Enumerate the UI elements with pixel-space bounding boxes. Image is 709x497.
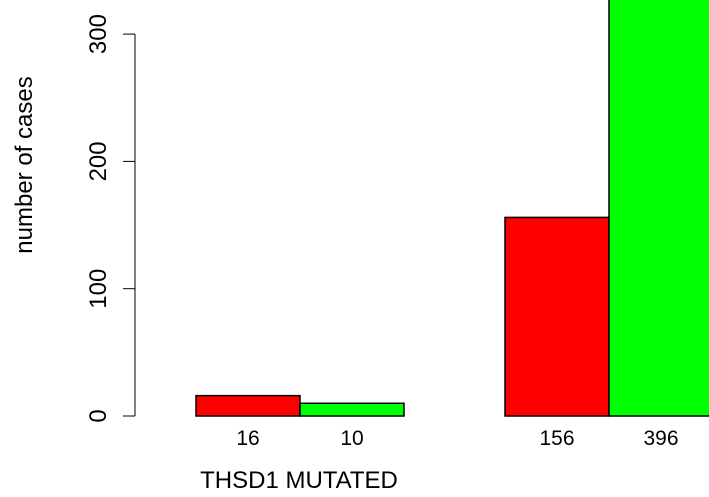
y-tick-label: 200 <box>85 141 112 181</box>
bar <box>504 216 610 417</box>
x-axis-title: THSD1 MUTATED <box>200 467 398 494</box>
bars <box>195 0 709 417</box>
bar-labels: 16 10 156 396 <box>236 427 678 450</box>
bar <box>608 0 709 417</box>
y-tick-label: 100 <box>85 269 112 309</box>
bar-value-label: 10 <box>340 427 363 450</box>
bar-value-label: 16 <box>236 427 259 450</box>
bar <box>195 394 301 417</box>
bar-value-label: 156 <box>539 427 574 450</box>
y-axis-title: number of cases <box>11 76 38 253</box>
y-tick-label: 300 <box>85 14 112 54</box>
bar-value-label: 396 <box>643 427 678 450</box>
y-axis: 0 100 200 300 <box>85 14 136 423</box>
y-tick-label: 0 <box>85 409 112 422</box>
bar <box>299 402 405 417</box>
